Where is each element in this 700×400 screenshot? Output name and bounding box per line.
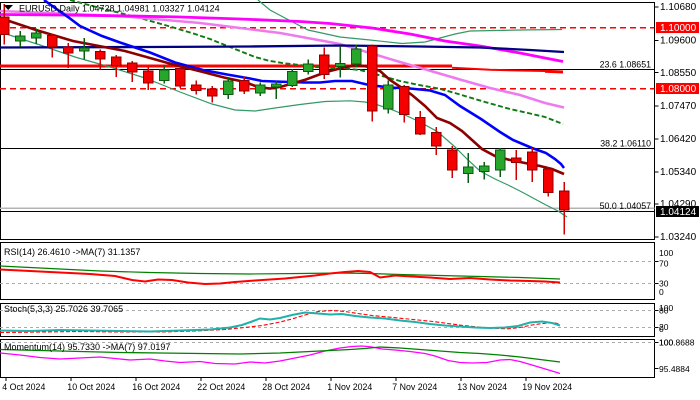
svg-text:10 Oct 2024: 10 Oct 2024 [67, 382, 115, 392]
svg-text:1.06420: 1.06420 [660, 134, 697, 145]
svg-text:70: 70 [659, 259, 669, 269]
svg-text:4 Oct 2024: 4 Oct 2024 [2, 382, 45, 392]
svg-text:0: 0 [659, 324, 664, 334]
svg-text:30: 30 [659, 279, 669, 289]
svg-text:7 Nov 2024: 7 Nov 2024 [392, 382, 437, 392]
svg-text:100: 100 [659, 338, 673, 348]
svg-text:20: 20 [659, 322, 669, 332]
svg-text:1.09600: 1.09600 [660, 35, 697, 46]
svg-text:1.05340: 1.05340 [660, 167, 697, 178]
svg-text:1.04290: 1.04290 [660, 199, 697, 210]
svg-text:1.10680: 1.10680 [660, 2, 697, 13]
svg-text:1.08000: 1.08000 [660, 84, 697, 95]
svg-text:1.03240: 1.03240 [660, 232, 697, 243]
svg-text:22 Oct 2024: 22 Oct 2024 [197, 382, 245, 392]
svg-text:13 Nov 2024: 13 Nov 2024 [457, 382, 507, 392]
svg-text:1.10000: 1.10000 [660, 23, 697, 34]
svg-text:50.0 1.04057: 50.0 1.04057 [600, 201, 651, 211]
svg-text:100.8688: 100.8688 [659, 338, 695, 348]
svg-text:0: 0 [659, 287, 664, 297]
svg-text:1.04124: 1.04124 [660, 207, 697, 218]
svg-text:EURUSD,Daily 1.04728 1.04981: EURUSD,Daily 1.04728 1.04981 1.03327 1.0… [19, 3, 220, 13]
svg-text:38.2 1.06110: 38.2 1.06110 [600, 139, 651, 149]
svg-text:80: 80 [659, 305, 669, 315]
svg-text:95.4884: 95.4884 [659, 364, 690, 374]
svg-text:16 Oct 2024: 16 Oct 2024 [132, 382, 180, 392]
svg-text:Stoch(5,3,3) 25.7026 39.7065: Stoch(5,3,3) 25.7026 39.7065 [4, 304, 123, 314]
svg-text:19 Nov 2024: 19 Nov 2024 [522, 382, 572, 392]
svg-text:23.6 1.08651: 23.6 1.08651 [600, 60, 651, 70]
svg-text:1.07470: 1.07470 [660, 101, 697, 112]
svg-text:100: 100 [659, 248, 673, 258]
svg-text:28 Oct 2024: 28 Oct 2024 [262, 382, 310, 392]
svg-text:1 Nov 2024: 1 Nov 2024 [327, 382, 372, 392]
svg-text:100: 100 [659, 303, 673, 313]
svg-text:1.08550: 1.08550 [660, 68, 697, 79]
svg-text:RSI(14) 26.4610 ->MA(7) 31.13: RSI(14) 26.4610 ->MA(7) 31.1357 [4, 247, 140, 257]
svg-text:Momentum(14) 95.7330 ->MA(7): Momentum(14) 95.7330 ->MA(7) 97.0197 [4, 342, 170, 352]
